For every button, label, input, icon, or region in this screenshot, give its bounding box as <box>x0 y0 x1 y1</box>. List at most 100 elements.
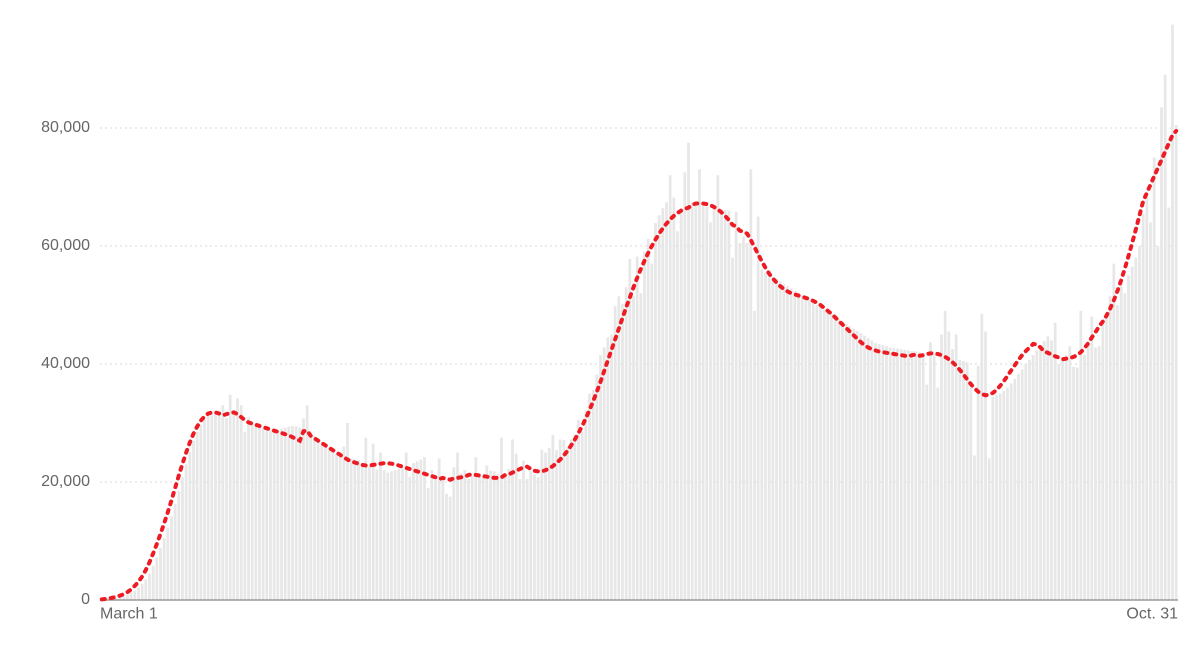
bar <box>1094 347 1097 600</box>
bar <box>1109 296 1112 600</box>
bar <box>1142 214 1145 600</box>
bar <box>570 440 573 600</box>
bar <box>962 361 965 600</box>
bar <box>170 516 173 600</box>
bar <box>456 453 459 601</box>
bar <box>566 447 569 600</box>
bar <box>474 457 477 600</box>
bar <box>628 259 631 600</box>
bar <box>372 444 375 600</box>
bar <box>1156 246 1159 600</box>
bar <box>837 319 840 600</box>
bar <box>155 558 158 600</box>
bar <box>1120 278 1123 600</box>
bar <box>779 281 782 600</box>
bar <box>507 469 510 600</box>
bar <box>1054 323 1057 600</box>
bar <box>1072 367 1075 600</box>
bar <box>735 212 738 600</box>
bar <box>152 566 155 600</box>
y-tick-label: 0 <box>81 591 90 608</box>
bar <box>427 488 430 600</box>
bar <box>280 429 283 600</box>
bar <box>185 464 188 600</box>
bar <box>724 210 727 600</box>
bar <box>991 396 994 600</box>
bar <box>867 338 870 600</box>
bar <box>471 476 474 600</box>
bar <box>526 479 529 600</box>
bar <box>339 457 342 600</box>
bar <box>999 394 1002 601</box>
bar <box>265 430 268 600</box>
bar <box>236 398 239 600</box>
bar <box>196 432 199 600</box>
bar <box>738 243 741 600</box>
bar <box>258 427 261 600</box>
bar <box>452 467 455 600</box>
bar <box>394 470 397 600</box>
bar <box>493 471 496 600</box>
bar <box>287 427 290 600</box>
bar <box>199 425 202 600</box>
bar <box>885 346 888 600</box>
bar <box>863 336 866 600</box>
bar <box>933 355 936 600</box>
bar <box>727 211 730 600</box>
bar <box>698 169 701 600</box>
bar <box>647 239 650 600</box>
bar <box>742 237 745 600</box>
bar <box>1160 107 1163 600</box>
bar <box>221 405 224 600</box>
bar <box>379 453 382 601</box>
bar <box>801 296 804 600</box>
bar <box>353 460 356 600</box>
bar <box>940 335 943 601</box>
bar <box>430 470 433 600</box>
bar <box>1039 346 1042 600</box>
bar <box>1105 314 1108 600</box>
bar <box>500 438 503 600</box>
bar <box>284 428 287 600</box>
bar <box>713 208 716 600</box>
bar <box>361 467 364 600</box>
bar <box>936 388 939 600</box>
bar <box>625 287 628 600</box>
bar <box>1021 369 1024 600</box>
bar <box>966 362 969 600</box>
bar <box>144 579 147 600</box>
bar <box>1087 340 1090 600</box>
bar <box>691 204 694 600</box>
bar <box>852 329 855 600</box>
bar <box>192 441 195 600</box>
bar <box>870 340 873 600</box>
bar <box>760 270 763 600</box>
bar <box>1123 293 1126 600</box>
bar <box>504 476 507 600</box>
bar <box>262 429 265 600</box>
bar <box>126 595 129 600</box>
bar <box>1127 276 1130 601</box>
bar <box>845 324 848 600</box>
bar <box>346 423 349 600</box>
bar <box>764 273 767 600</box>
time-series-chart: 020,00040,00060,00080,000March 1Oct. 31 <box>0 0 1188 654</box>
bar <box>551 435 554 600</box>
bar <box>980 314 983 600</box>
bar <box>617 296 620 600</box>
bar <box>364 438 367 600</box>
bar <box>1083 355 1086 600</box>
bar <box>309 433 312 600</box>
bar <box>804 298 807 600</box>
bar <box>720 209 723 600</box>
bar <box>830 314 833 600</box>
bar <box>848 326 851 600</box>
bar <box>984 332 987 600</box>
bar <box>328 448 331 600</box>
bar <box>639 293 642 600</box>
bar <box>911 351 914 600</box>
bar <box>775 279 778 600</box>
bar <box>298 428 301 600</box>
bar <box>581 431 584 600</box>
bar <box>771 277 774 600</box>
